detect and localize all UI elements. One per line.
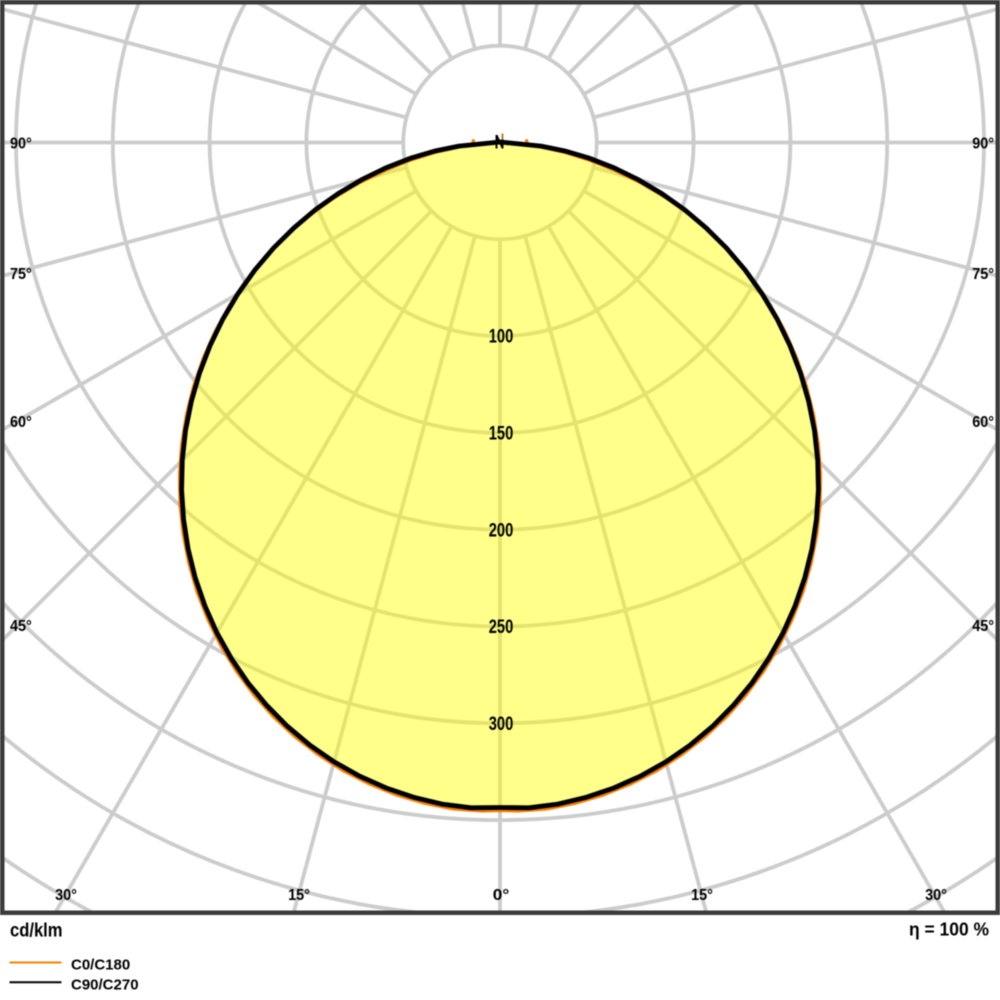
svg-text:45°: 45° [972, 618, 994, 635]
svg-text:cd/klm: cd/klm [10, 921, 63, 942]
svg-text:η = 100 %: η = 100 % [909, 920, 989, 940]
svg-text:60°: 60° [10, 414, 32, 431]
svg-text:30°: 30° [925, 887, 947, 904]
svg-text:90°: 90° [972, 136, 994, 153]
svg-text:75°: 75° [10, 266, 32, 283]
svg-text:60°: 60° [972, 414, 994, 431]
svg-text:150: 150 [489, 424, 514, 445]
svg-text:75°: 75° [972, 266, 994, 283]
svg-text:45°: 45° [10, 618, 32, 635]
svg-text:100: 100 [489, 327, 514, 348]
svg-text:250: 250 [489, 617, 514, 638]
svg-text:C90/C270: C90/C270 [71, 977, 139, 994]
svg-text:15°: 15° [691, 887, 713, 904]
svg-text:300: 300 [489, 714, 514, 735]
svg-text:C0/C180: C0/C180 [71, 957, 130, 974]
svg-text:200: 200 [489, 520, 514, 541]
svg-text:90°: 90° [10, 136, 32, 153]
svg-text:0°: 0° [493, 887, 510, 904]
svg-text:30°: 30° [55, 887, 77, 904]
svg-text:15°: 15° [288, 887, 310, 904]
